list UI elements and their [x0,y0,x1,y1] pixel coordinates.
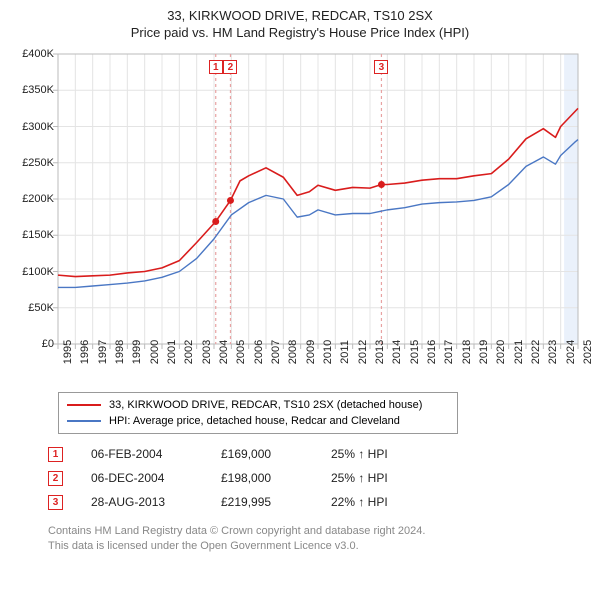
event-marker-icon: 1 [48,447,63,462]
x-tick-label: 2024 [565,340,577,364]
x-tick-label: 2007 [270,340,282,364]
title-subtitle: Price paid vs. HM Land Registry's House … [10,25,590,40]
x-tick-label: 2013 [374,340,386,364]
x-tick-label: 2011 [339,340,351,364]
chart-svg [10,46,590,386]
x-tick-label: 2004 [218,340,230,364]
footnote-line: This data is licensed under the Open Gov… [48,539,590,554]
x-tick-label: 1996 [79,340,91,364]
footnote-line: Contains HM Land Registry data © Crown c… [48,524,590,539]
x-tick-label: 2015 [409,340,421,364]
x-tick-label: 2003 [201,340,213,364]
x-tick-label: 2010 [322,340,334,364]
legend: 33, KIRKWOOD DRIVE, REDCAR, TS10 2SX (de… [58,392,458,434]
y-tick-label: £400K [10,48,54,60]
legend-label: 33, KIRKWOOD DRIVE, REDCAR, TS10 2SX (de… [109,399,422,411]
x-tick-label: 2014 [391,340,403,364]
x-tick-label: 2002 [183,340,195,364]
x-tick-label: 2022 [530,340,542,364]
x-tick-label: 2021 [513,340,525,364]
x-tick-label: 2017 [443,340,455,364]
footnote: Contains HM Land Registry data © Crown c… [48,524,590,554]
x-tick-label: 2018 [461,340,473,364]
event-row: 2 06-DEC-2004 £198,000 25% ↑ HPI [48,466,590,490]
event-price: £198,000 [221,471,331,485]
event-date: 28-AUG-2013 [91,495,221,509]
legend-label: HPI: Average price, detached house, Redc… [109,415,400,427]
y-tick-label: £0 [10,338,54,350]
x-tick-label: 2016 [426,340,438,364]
x-tick-label: 1999 [131,340,143,364]
chart-container: 33, KIRKWOOD DRIVE, REDCAR, TS10 2SX Pri… [0,0,600,590]
x-tick-label: 2025 [582,340,594,364]
x-tick-label: 2005 [235,340,247,364]
y-tick-label: £300K [10,121,54,133]
x-tick-label: 2000 [149,340,161,364]
y-tick-label: £200K [10,193,54,205]
legend-swatch [67,420,101,422]
event-marker-icon: 3 [48,495,63,510]
legend-swatch [67,404,101,406]
event-pct: 25% ↑ HPI [331,471,451,485]
event-price: £169,000 [221,447,331,461]
title-address: 33, KIRKWOOD DRIVE, REDCAR, TS10 2SX [10,8,590,23]
x-tick-label: 2008 [287,340,299,364]
legend-row: 33, KIRKWOOD DRIVE, REDCAR, TS10 2SX (de… [67,397,449,413]
events-table: 1 06-FEB-2004 £169,000 25% ↑ HPI 2 06-DE… [48,442,590,514]
x-tick-label: 2023 [547,340,559,364]
event-marker-flag: 3 [374,60,388,74]
x-tick-label: 2001 [166,340,178,364]
chart-area: £0 £50K £100K £150K £200K £250K £300K £350K £400… [10,46,590,386]
y-tick-label: £250K [10,157,54,169]
y-tick-label: £50K [10,302,54,314]
event-pct: 25% ↑ HPI [331,447,451,461]
event-marker-flag: 2 [223,60,237,74]
title-block: 33, KIRKWOOD DRIVE, REDCAR, TS10 2SX Pri… [10,8,590,40]
event-marker-flag: 1 [209,60,223,74]
x-tick-label: 2009 [305,340,317,364]
x-tick-label: 2019 [478,340,490,364]
event-price: £219,995 [221,495,331,509]
x-tick-label: 1995 [62,340,74,364]
legend-row: HPI: Average price, detached house, Redc… [67,413,449,429]
x-tick-label: 1998 [114,340,126,364]
y-tick-label: £350K [10,84,54,96]
event-date: 06-FEB-2004 [91,447,221,461]
x-tick-label: 2020 [495,340,507,364]
y-tick-label: £100K [10,266,54,278]
event-row: 1 06-FEB-2004 £169,000 25% ↑ HPI [48,442,590,466]
event-pct: 22% ↑ HPI [331,495,451,509]
x-tick-label: 1997 [97,340,109,364]
x-tick-label: 2012 [357,340,369,364]
x-tick-label: 2006 [253,340,265,364]
y-tick-label: £150K [10,229,54,241]
event-row: 3 28-AUG-2013 £219,995 22% ↑ HPI [48,490,590,514]
event-marker-icon: 2 [48,471,63,486]
event-date: 06-DEC-2004 [91,471,221,485]
